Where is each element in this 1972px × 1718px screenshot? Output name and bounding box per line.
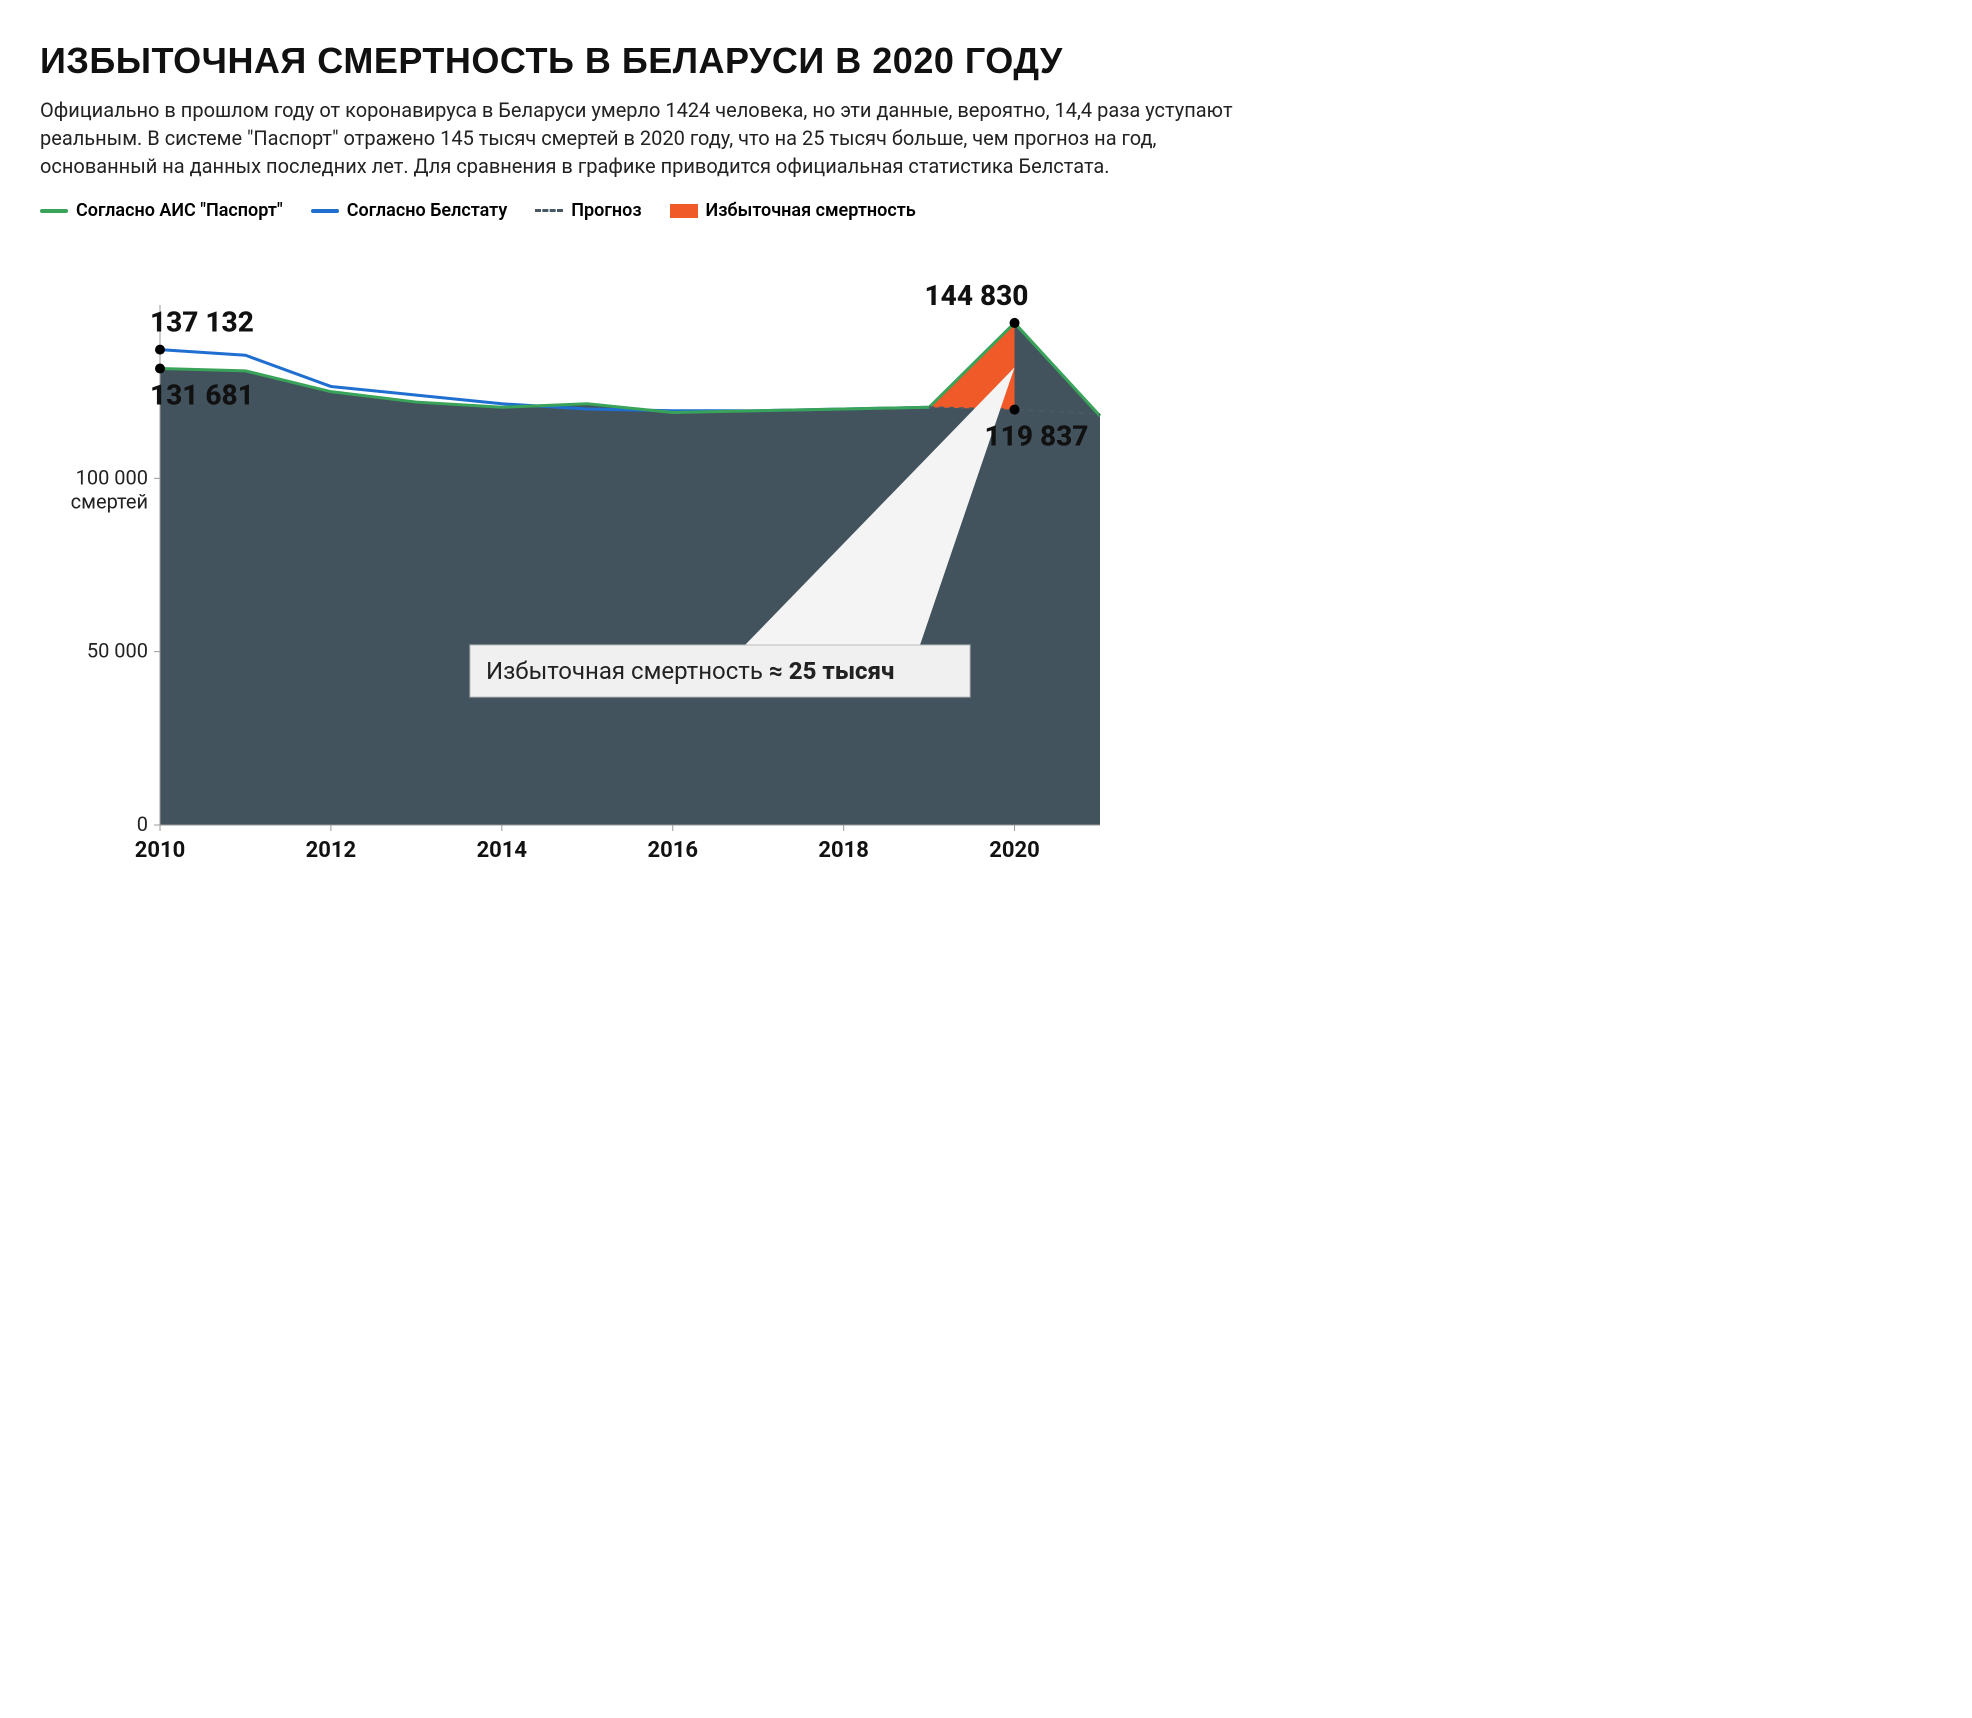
value-label: 144 830 [925,279,1029,312]
data-dot [1010,318,1020,328]
legend-label: Избыточная смертность [706,200,916,221]
legend-swatch-belstat [311,209,339,213]
data-dot [155,364,165,374]
chart: 0 50 000 100 000смертей 2010 2012 2014 2016 201… [40,245,1240,885]
value-label: 119 837 [985,420,1089,453]
x-tick-label: 2014 [477,838,528,863]
legend-swatch-passport [40,209,68,213]
data-dot [155,345,165,355]
x-tick-label: 2012 [306,838,357,863]
legend-item-forecast: Прогноз [535,200,641,221]
legend-item-belstat: Согласно Белстату [311,200,508,221]
legend-swatch-forecast [535,209,563,212]
x-tick-label: 2016 [647,838,698,863]
data-dot [1010,405,1020,415]
chart-svg: 0 50 000 100 000смертей 2010 2012 2014 2016 201… [40,245,1140,885]
chart-subtitle: Официально в прошлом году от коронавирус… [40,96,1240,180]
value-label: 131 681 [150,379,254,412]
legend-label: Согласно АИС "Паспорт" [76,200,283,221]
legend-swatch-excess [670,204,698,218]
x-tick-label: 2018 [818,838,869,863]
value-label: 137 132 [150,306,254,339]
y-unit-label: смертей [71,489,148,513]
y-tick-label: 100 000 [76,465,148,489]
legend-label: Согласно Белстату [347,200,508,221]
x-tick-label: 2010 [135,838,186,863]
legend-label: Прогноз [571,200,641,221]
y-tick-label: 0 [137,812,148,836]
legend-item-excess: Избыточная смертность [670,200,916,221]
callout-text: Избыточная смертность ≈ 25 тысяч [486,657,894,685]
y-tick-label: 50 000 [87,639,148,663]
chart-title: ИЗБЫТОЧНАЯ СМЕРТНОСТЬ В БЕЛАРУСИ В 2020 … [40,40,1240,82]
legend-item-passport: Согласно АИС "Паспорт" [40,200,283,221]
legend: Согласно АИС "Паспорт" Согласно Белстату… [40,200,1240,221]
x-tick-label: 2020 [989,838,1040,863]
